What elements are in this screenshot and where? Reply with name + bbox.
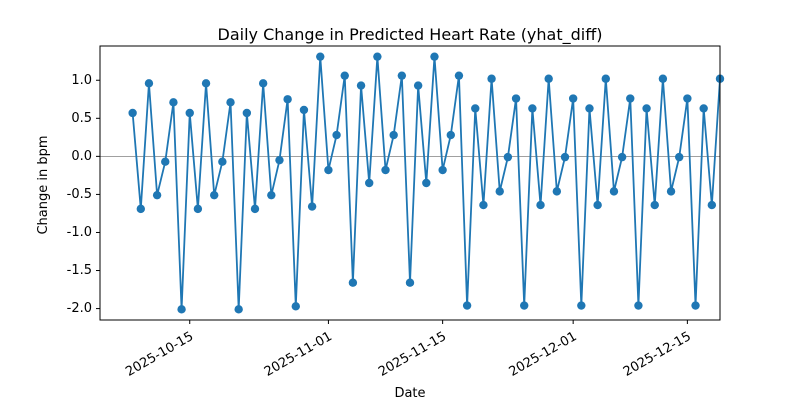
data-point	[691, 301, 700, 310]
data-point	[617, 152, 627, 162]
data-point	[226, 98, 235, 107]
plot-frame	[99, 45, 721, 321]
data-point	[128, 108, 137, 118]
data-point	[568, 94, 578, 103]
data-point	[609, 187, 619, 196]
y-tick-label: -0.5	[67, 187, 92, 202]
data-point	[283, 95, 292, 104]
data-point	[438, 165, 447, 175]
data-point	[495, 187, 504, 196]
data-point	[699, 104, 708, 113]
data-point	[144, 79, 154, 88]
data-point	[373, 52, 382, 61]
data-point	[536, 200, 545, 210]
data-point	[250, 204, 260, 214]
data-point	[503, 152, 513, 162]
data-point	[577, 301, 586, 310]
data-point	[201, 79, 211, 88]
data-point	[413, 81, 423, 90]
chart-title: Daily Change in Predicted Heart Rate (yh…	[218, 25, 603, 45]
data-point	[454, 71, 464, 80]
data-point	[650, 200, 659, 210]
data-point	[560, 152, 570, 162]
data-point	[585, 104, 594, 113]
data-point	[348, 278, 358, 287]
data-point	[291, 302, 300, 311]
data-point	[675, 152, 684, 162]
data-point	[242, 108, 252, 118]
data-point	[169, 98, 178, 107]
data-point	[511, 94, 521, 103]
data-point	[275, 155, 284, 165]
data-point	[397, 71, 407, 80]
y-tick-label: 1.0	[71, 73, 92, 88]
data-point	[593, 200, 602, 210]
data-point	[267, 190, 276, 200]
data-point	[626, 94, 635, 103]
data-point	[487, 74, 496, 83]
y-axis-ticks: 1.0 0.5 0.0 -0.5 -1.0 -1.5 -2.0	[67, 73, 100, 316]
data-point	[422, 178, 431, 188]
data-point	[601, 74, 610, 83]
series-layer	[128, 52, 725, 314]
y-axis-label: Change in bpm	[36, 135, 51, 234]
y-tick-label: -2.0	[67, 301, 92, 316]
data-point	[634, 301, 643, 310]
data-point	[389, 130, 398, 140]
data-point	[430, 52, 439, 61]
data-point	[365, 178, 374, 188]
data-point	[405, 278, 415, 287]
y-tick-label: -1.5	[67, 263, 92, 278]
y-tick-label: 0.0	[71, 149, 92, 164]
data-point	[152, 190, 162, 200]
data-point	[381, 165, 390, 175]
data-point	[177, 305, 186, 314]
y-tick-label: -1.0	[67, 225, 92, 240]
data-point	[356, 81, 366, 90]
data-point	[136, 204, 145, 214]
data-point	[642, 104, 651, 113]
data-point	[234, 305, 243, 314]
data-point	[185, 108, 194, 118]
data-point	[299, 105, 309, 115]
data-point	[307, 202, 317, 211]
data-point	[520, 301, 529, 310]
data-point	[479, 200, 488, 210]
data-point	[471, 104, 480, 113]
data-point	[683, 94, 692, 103]
data-point	[552, 187, 562, 196]
data-point	[462, 301, 472, 310]
data-point	[316, 52, 325, 61]
data-point	[658, 74, 668, 83]
data-point	[707, 200, 717, 210]
x-axis-label: Date	[394, 386, 425, 400]
data-point	[161, 157, 170, 166]
data-point	[340, 71, 349, 80]
data-point	[528, 104, 537, 113]
data-point	[210, 190, 219, 200]
y-tick-label: 0.5	[71, 111, 92, 126]
data-point	[332, 130, 341, 140]
data-point	[324, 165, 333, 175]
data-point	[218, 157, 227, 166]
data-point	[446, 130, 455, 140]
data-point	[666, 187, 676, 196]
data-point	[193, 204, 203, 214]
data-point	[544, 74, 553, 83]
data-point	[258, 79, 268, 88]
